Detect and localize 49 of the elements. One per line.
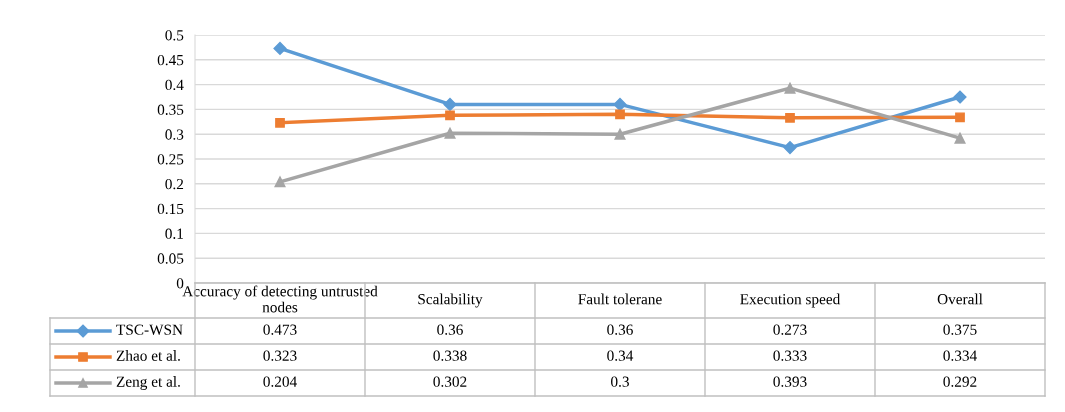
y-tick-label: 0.25 (157, 154, 184, 165)
point (614, 128, 626, 140)
x-tick-label: Overall (937, 293, 983, 305)
point (444, 127, 456, 139)
data-label: 0.375 (943, 324, 977, 335)
x-tick-label: Accuracy of detecting untrusted nodes (182, 285, 378, 313)
y-tick-label: 0.45 (157, 54, 184, 66)
data-label: 0.36 (437, 324, 463, 335)
y-tick-label: 0 (176, 278, 184, 289)
data-label: 0.338 (433, 350, 467, 361)
point (273, 41, 287, 55)
y-tick-label: 0.5 (165, 30, 184, 41)
point (445, 110, 455, 121)
data-label: 0.292 (943, 376, 977, 387)
point (784, 82, 796, 94)
y-tick-label: 0.15 (157, 203, 184, 215)
data-label: 0.393 (773, 376, 807, 387)
data-label: 0.334 (943, 350, 977, 361)
x-tick-label: Execution speed (740, 293, 841, 308)
point (955, 112, 965, 123)
y-tick-label: 0.4 (165, 79, 184, 91)
point (785, 112, 795, 123)
y-tick-label: 0.3 (165, 129, 184, 140)
point (274, 176, 286, 188)
data-label: 0.36 (607, 324, 633, 335)
x-tick-label: Scalability (418, 293, 483, 308)
point (953, 90, 967, 104)
legend-label: Zeng et al. (116, 376, 180, 390)
data-label: 0.323 (263, 350, 297, 361)
data-label: 0.34 (607, 350, 634, 361)
point (615, 109, 625, 120)
point (954, 132, 966, 144)
x-tick-label: Fault tolerane (578, 293, 662, 305)
data-label: 0.302 (433, 376, 467, 387)
point (613, 97, 627, 112)
data-label: 0.204 (263, 376, 297, 387)
y-tick-label: 0.1 (165, 228, 183, 239)
data-label: 0.473 (263, 324, 297, 335)
legend-label: TSC-WSN (116, 324, 183, 335)
y-tick-label: 0.2 (165, 178, 184, 190)
legend-label: Zhao et al. (116, 350, 180, 361)
point (275, 117, 285, 128)
data-label: 0.3 (611, 376, 629, 387)
point (443, 97, 457, 112)
data-label: 0.333 (773, 350, 807, 361)
y-tick-label: 0.05 (157, 253, 184, 264)
data-label: 0.273 (773, 324, 807, 335)
y-tick-label: 0.35 (157, 104, 184, 115)
point (783, 141, 797, 155)
